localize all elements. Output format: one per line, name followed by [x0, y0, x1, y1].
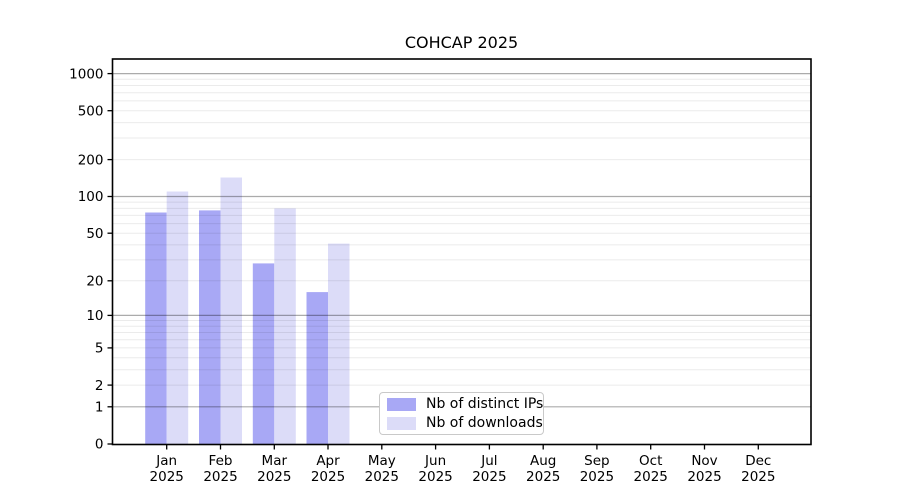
x-tick-label-month: Nov	[691, 453, 717, 469]
x-tick-label-month: Oct	[639, 453, 662, 469]
y-tick-label: 1	[95, 400, 104, 416]
bar-apr-downloads	[328, 243, 350, 445]
legend-label-downloads: Nb of downloads	[426, 415, 543, 431]
x-tick-label-year: 2025	[311, 469, 345, 485]
y-tick-label: 50	[86, 226, 103, 242]
bar-mar-downloads	[274, 208, 296, 445]
y-tick-label: 2	[95, 378, 104, 394]
chart-title: COHCAP 2025	[404, 33, 519, 52]
x-tick-label-year: 2025	[418, 469, 452, 485]
legend-item-distinct-ips: Nb of distinct IPs	[387, 396, 544, 412]
x-tick-label-year: 2025	[687, 469, 721, 485]
legend-swatch-downloads	[387, 416, 416, 430]
x-tick-label-year: 2025	[257, 469, 291, 485]
x-tick-label-month: Apr	[316, 453, 340, 469]
bar-jan-downloads	[166, 191, 189, 445]
legend-item-downloads: Nb of downloads	[387, 415, 543, 431]
legend: Nb of distinct IPs Nb of downloads	[379, 392, 544, 435]
y-tick-label: 100	[78, 189, 104, 205]
y-tick-label: 0	[95, 437, 104, 453]
x-tick-label-month: Feb	[209, 453, 233, 469]
x-tick-label-year: 2025	[150, 469, 184, 485]
bar-feb-distinct-ips	[199, 210, 221, 445]
x-tick-label-month: Mar	[262, 453, 288, 469]
x-tick-label-year: 2025	[634, 469, 668, 485]
x-tick-label-year: 2025	[580, 469, 614, 485]
y-tick-label: 1000	[69, 66, 103, 82]
x-tick-label-year: 2025	[741, 469, 775, 485]
y-tick-label: 5	[95, 341, 104, 357]
x-tick-label-year: 2025	[365, 469, 399, 485]
x-tick-label-month: Aug	[530, 453, 556, 469]
x-tick-label-month: May	[368, 453, 396, 469]
bar-apr-distinct-ips	[306, 292, 328, 445]
y-tick-label: 20	[86, 274, 103, 290]
bar-feb-downloads	[220, 177, 242, 445]
bar-jan-distinct-ips	[145, 212, 167, 445]
bar-mar-distinct-ips	[252, 263, 275, 445]
x-tick-label-year: 2025	[472, 469, 506, 485]
y-tick-label: 500	[78, 103, 104, 119]
plot-border	[111, 58, 812, 446]
x-tick-label-month: Jul	[480, 453, 497, 469]
x-tick-label-month: Dec	[745, 453, 771, 469]
legend-swatch-distinct-ips	[387, 397, 416, 411]
y-tick-label: 200	[78, 152, 104, 168]
x-tick-label-year: 2025	[203, 469, 237, 485]
x-tick-label-month: Sep	[584, 453, 609, 469]
legend-label-distinct-ips: Nb of distinct IPs	[426, 396, 544, 412]
x-tick-label-month: Jun	[424, 453, 446, 469]
y-tick-label: 10	[86, 308, 103, 324]
x-tick-label-month: Jan	[155, 453, 177, 469]
x-tick-label-year: 2025	[526, 469, 560, 485]
